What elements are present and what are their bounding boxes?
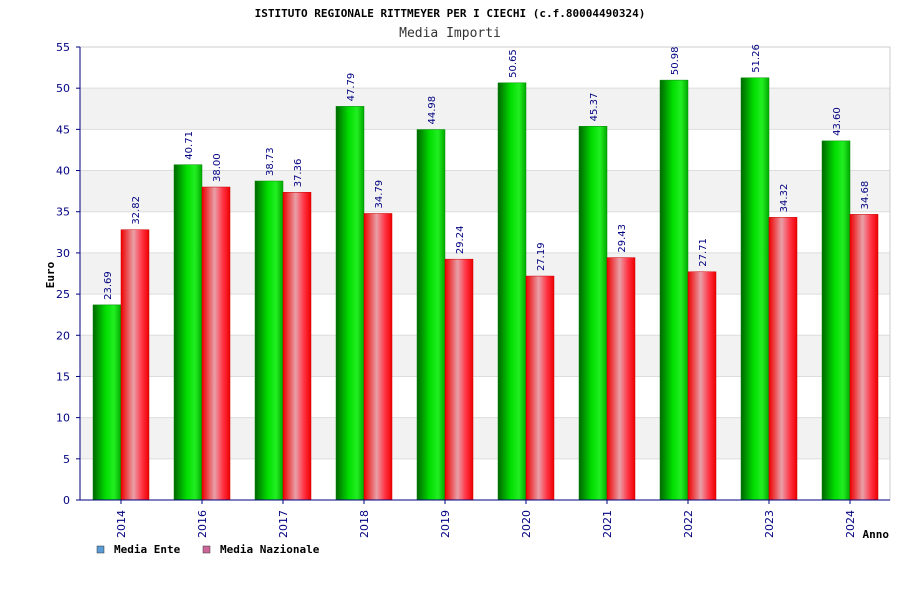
bars <box>92 77 879 501</box>
bar-media-ente-2017 <box>254 180 284 501</box>
y-tick-label: 50 <box>56 82 70 95</box>
x-tick-label: 2014 <box>115 510 128 538</box>
y-tick-label: 35 <box>56 206 70 219</box>
chart-subtitle: Media Importi <box>399 26 501 41</box>
bar-media-nazionale-2017 <box>282 192 312 501</box>
value-label: 38.73 <box>265 147 276 176</box>
legend-swatch-media-nazionale <box>202 545 211 554</box>
x-tick-label: 2019 <box>439 510 452 538</box>
x-tick-label: 2021 <box>601 510 614 538</box>
bar-media-nazionale-2018 <box>363 213 393 501</box>
bar-media-ente-2022 <box>659 79 689 501</box>
value-label: 47.79 <box>346 73 357 102</box>
bar-media-nazionale-2016 <box>201 186 231 501</box>
y-tick-label: 5 <box>63 453 70 466</box>
value-label: 37.36 <box>293 159 304 188</box>
x-tick-label: 2024 <box>844 510 857 538</box>
x-tick-label: 2017 <box>277 510 290 538</box>
y-tick-label: 20 <box>56 329 70 342</box>
bar-media-nazionale-2019 <box>444 258 474 501</box>
bar-media-nazionale-2024 <box>849 214 879 501</box>
value-label: 34.79 <box>374 180 385 209</box>
value-label: 32.82 <box>131 196 142 225</box>
legend: Media Ente Media Nazionale <box>96 543 320 556</box>
y-tick-label: 55 <box>56 41 70 54</box>
value-label: 27.71 <box>698 238 709 267</box>
bar-media-ente-2023 <box>740 77 770 501</box>
x-tick-label: 2020 <box>520 510 533 538</box>
y-tick-label: 45 <box>56 123 70 136</box>
value-label: 44.98 <box>427 96 438 125</box>
bar-media-ente-2024 <box>821 140 851 501</box>
y-tick-label: 25 <box>56 288 70 301</box>
bar-media-ente-2021 <box>578 126 608 501</box>
y-tick-label: 0 <box>63 494 70 507</box>
value-label: 34.32 <box>779 184 790 213</box>
bar-media-ente-2020 <box>497 82 527 501</box>
x-tick-label: 2022 <box>682 510 695 538</box>
x-tick-label: 2016 <box>196 510 209 538</box>
bar-media-nazionale-2023 <box>768 217 798 501</box>
y-tick-label: 15 <box>56 370 70 383</box>
value-label: 50.98 <box>670 46 681 75</box>
value-label: 38.00 <box>212 153 223 182</box>
y-tick-label: 10 <box>56 412 70 425</box>
value-label: 51.26 <box>751 44 762 73</box>
x-tick-label: 2018 <box>358 510 371 538</box>
y-axis: 0 5 10 15 20 25 30 35 40 45 50 55 <box>56 41 81 507</box>
y-tick-label: 40 <box>56 165 70 178</box>
value-labels: 23.69 40.71 38.73 47.79 44.98 50.65 45.37 50.98… <box>103 44 871 300</box>
y-tick-label: 30 <box>56 247 70 260</box>
bar-media-nazionale-2022 <box>687 271 717 501</box>
bar-media-ente-2019 <box>416 129 446 501</box>
bar-media-ente-2018 <box>335 106 365 501</box>
value-label: 40.71 <box>184 131 195 160</box>
chart-title: ISTITUTO REGIONALE RITTMEYER PER I CIECH… <box>255 7 646 20</box>
legend-swatch-media-ente <box>96 545 105 554</box>
x-tick-label: 2023 <box>763 510 776 538</box>
legend-label-media-nazionale: Media Nazionale <box>220 543 320 556</box>
bar-media-nazionale-2014 <box>120 229 150 501</box>
bar-media-nazionale-2020 <box>525 275 555 501</box>
value-label: 50.65 <box>508 49 519 78</box>
y-axis-label: Euro <box>44 261 57 288</box>
value-label: 27.19 <box>536 242 547 271</box>
value-label: 45.37 <box>589 93 600 122</box>
x-axis-label: Anno <box>863 528 890 541</box>
value-label: 23.69 <box>103 271 114 300</box>
x-axis: 2014 2016 2017 2018 2019 2020 2021 2022 2023 2024 <box>80 499 890 538</box>
value-label: 29.24 <box>455 226 466 255</box>
value-label: 43.60 <box>832 107 843 136</box>
legend-label-media-ente: Media Ente <box>114 543 181 556</box>
bar-media-ente-2014 <box>92 304 122 501</box>
value-label: 29.43 <box>617 224 628 253</box>
bar-media-nazionale-2021 <box>606 257 636 501</box>
value-label: 34.68 <box>860 181 871 210</box>
bar-media-ente-2016 <box>173 164 203 501</box>
